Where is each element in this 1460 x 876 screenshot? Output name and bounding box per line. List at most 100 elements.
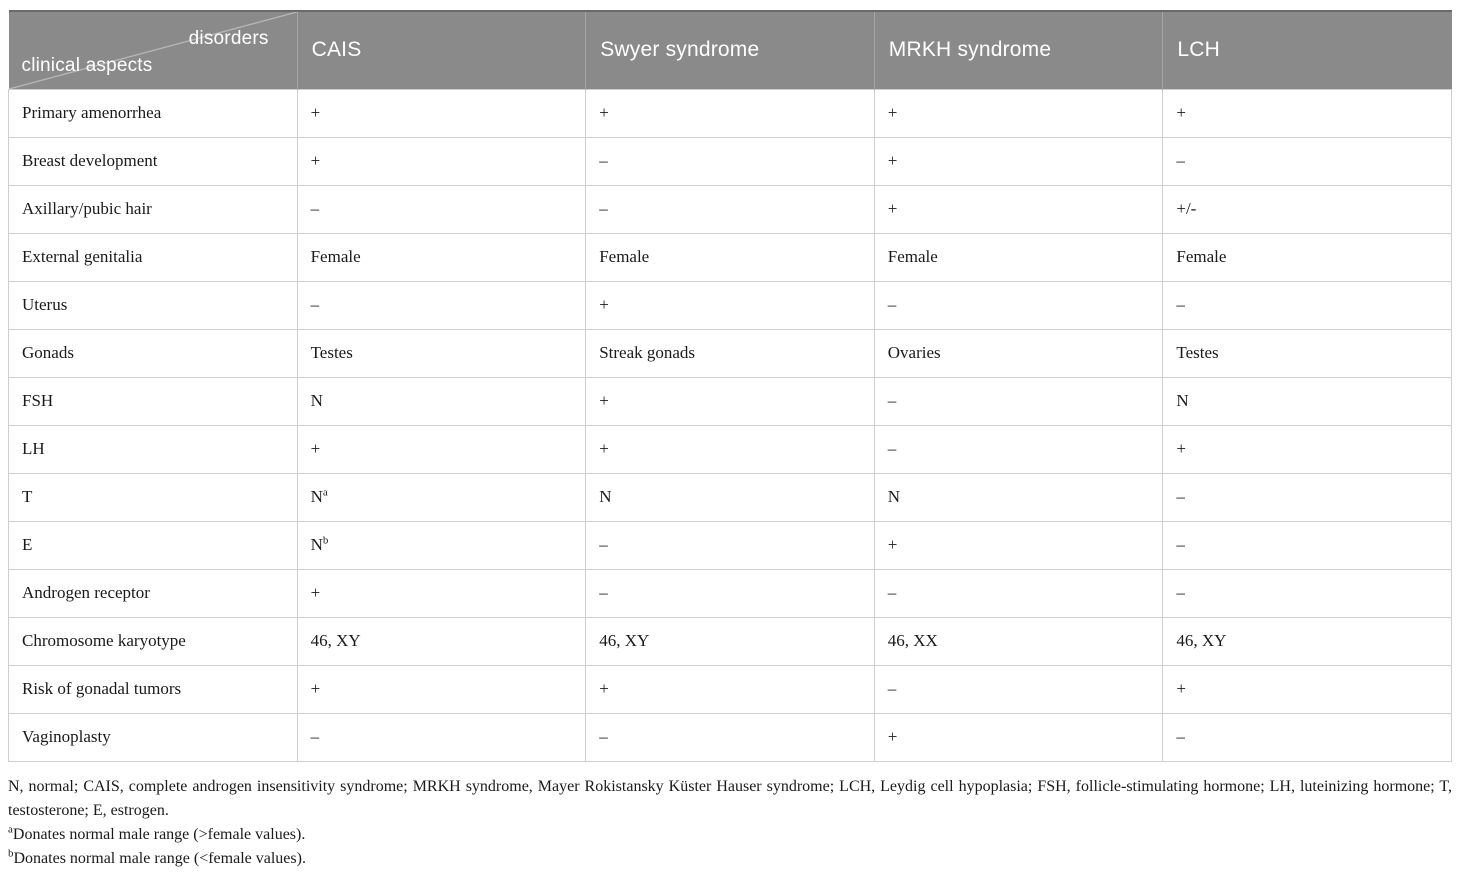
value-cell: – bbox=[296, 712, 587, 762]
value-cell: + bbox=[873, 88, 1164, 138]
value-cell: – bbox=[585, 712, 875, 762]
value-cell: Ovaries bbox=[873, 328, 1164, 378]
cell-value: 46, XX bbox=[887, 631, 938, 650]
value-cell: – bbox=[1162, 136, 1452, 186]
row-label-cell: Chromosome karyotype bbox=[8, 616, 298, 666]
value-cell: – bbox=[1162, 472, 1452, 522]
cell-value: Female bbox=[887, 247, 938, 266]
cell-value: + bbox=[887, 103, 898, 122]
value-cell: 46, XX bbox=[873, 616, 1164, 666]
cell-value: – bbox=[599, 583, 608, 602]
table-row: FSH N + – N bbox=[8, 376, 1452, 426]
value-cell: Female bbox=[296, 232, 587, 282]
cell-value: + bbox=[599, 679, 609, 698]
cell-value: + bbox=[310, 439, 321, 458]
disorders-comparison-table: disorders clinical aspects CAIS Swyer sy… bbox=[8, 10, 1452, 762]
value-cell: – bbox=[873, 376, 1164, 426]
table-row: T Na N N – bbox=[8, 472, 1452, 522]
row-label-cell: E bbox=[8, 520, 298, 570]
cell-value: – bbox=[1176, 727, 1185, 746]
cell-value: + bbox=[310, 583, 321, 602]
cell-value: + bbox=[310, 679, 321, 698]
cell-value: Ovaries bbox=[887, 343, 941, 362]
value-cell: + bbox=[873, 136, 1164, 186]
abbreviations-note: N, normal; CAIS, complete androgen insen… bbox=[8, 777, 1452, 819]
cell-footnote-marker: a bbox=[322, 486, 328, 499]
cell-value: – bbox=[599, 727, 608, 746]
cell-value: – bbox=[1176, 295, 1185, 314]
cell-value: N bbox=[310, 391, 323, 410]
value-cell: – bbox=[296, 184, 587, 234]
footnote-a-text: Donates normal male range (>female value… bbox=[12, 825, 306, 843]
header-row: disorders clinical aspects CAIS Swyer sy… bbox=[8, 10, 1452, 89]
cell-value: Testes bbox=[310, 343, 353, 362]
cell-value: – bbox=[599, 535, 608, 554]
value-cell: + bbox=[585, 88, 875, 138]
column-header-swyer: Swyer syndrome bbox=[585, 10, 875, 89]
row-label-cell: Risk of gonadal tumors bbox=[8, 664, 298, 714]
corner-cell: disorders clinical aspects bbox=[8, 10, 298, 89]
table-footnotes: N, normal; CAIS, complete androgen insen… bbox=[8, 775, 1452, 871]
value-cell: + bbox=[585, 424, 875, 474]
value-cell: + bbox=[296, 424, 587, 474]
cell-value: – bbox=[1176, 535, 1185, 554]
table-row: Uterus – + – – bbox=[8, 280, 1452, 330]
value-cell: + bbox=[585, 280, 875, 330]
value-cell: 46, XY bbox=[1162, 616, 1452, 666]
cell-value: – bbox=[310, 199, 320, 218]
value-cell: + bbox=[296, 664, 587, 714]
value-cell: – bbox=[1162, 520, 1452, 570]
cell-value: + bbox=[1176, 103, 1186, 122]
value-cell: Female bbox=[1162, 232, 1452, 282]
value-cell: – bbox=[1162, 712, 1452, 762]
column-header-cais: CAIS bbox=[296, 10, 586, 89]
value-cell: + bbox=[1162, 88, 1452, 138]
value-cell: 46, XY bbox=[296, 616, 587, 666]
row-label-cell: External genitalia bbox=[8, 232, 298, 282]
value-cell: – bbox=[1162, 280, 1452, 330]
cell-value: + bbox=[887, 151, 898, 170]
cell-footnote-marker: b bbox=[322, 534, 329, 547]
cell-value: Testes bbox=[1176, 343, 1219, 362]
value-cell: – bbox=[585, 568, 875, 618]
value-cell: – bbox=[1162, 568, 1452, 618]
cell-value: N bbox=[310, 487, 323, 506]
value-cell: Testes bbox=[1162, 328, 1452, 378]
column-header-lch: LCH bbox=[1162, 10, 1452, 89]
value-cell: + bbox=[296, 88, 587, 138]
value-cell: N bbox=[296, 376, 587, 426]
cell-value: + bbox=[887, 199, 898, 218]
table-row: Androgen receptor + – – – bbox=[8, 568, 1452, 618]
cell-value: + bbox=[887, 535, 898, 554]
value-cell: + bbox=[873, 712, 1164, 762]
value-cell: + bbox=[873, 184, 1164, 234]
table-row: Primary amenorrhea + + + + bbox=[8, 88, 1452, 138]
cell-value: Female bbox=[1176, 247, 1227, 266]
cell-value: + bbox=[887, 727, 898, 746]
value-cell: Female bbox=[873, 232, 1164, 282]
cell-value: 46, XY bbox=[1176, 631, 1227, 650]
cell-value: Streak gonads bbox=[599, 343, 696, 362]
cell-value: – bbox=[599, 151, 608, 170]
row-label-cell: T bbox=[8, 472, 298, 522]
value-cell: – bbox=[873, 664, 1164, 714]
value-cell: + bbox=[296, 136, 587, 186]
table-row: LH + + – + bbox=[8, 424, 1452, 474]
corner-label-disorders: disorders bbox=[188, 28, 269, 49]
value-cell: Female bbox=[585, 232, 875, 282]
footnote-b-text: Donates normal male range (<female value… bbox=[13, 849, 306, 867]
row-label-cell: Uterus bbox=[8, 280, 298, 330]
value-cell: + bbox=[585, 376, 875, 426]
table-row: Chromosome karyotype 46, XY 46, XY 46, X… bbox=[8, 616, 1452, 666]
value-cell: + bbox=[1162, 424, 1452, 474]
table-row: Breast development + – + – bbox=[8, 136, 1452, 186]
value-cell: N bbox=[1162, 376, 1452, 426]
value-cell: + bbox=[873, 520, 1164, 570]
value-cell: Na bbox=[296, 472, 587, 522]
cell-value: N bbox=[1176, 391, 1189, 410]
value-cell: – bbox=[296, 280, 587, 330]
value-cell: N bbox=[585, 472, 875, 522]
table-row: E Nb – + – bbox=[8, 520, 1452, 570]
value-cell: Testes bbox=[296, 328, 587, 378]
cell-value: N bbox=[599, 487, 612, 506]
